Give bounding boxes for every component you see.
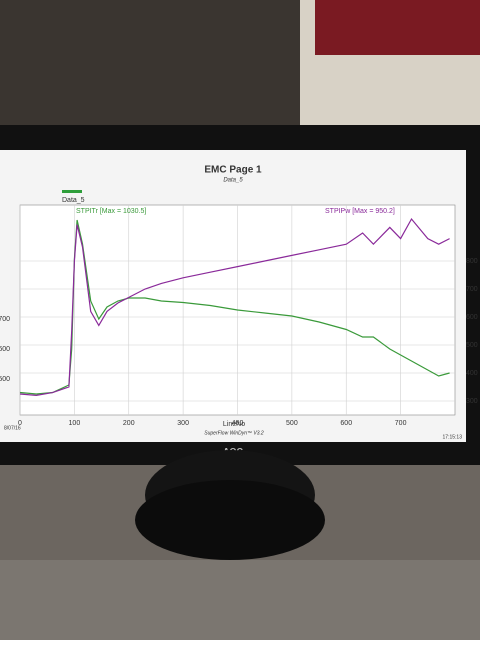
x-tick-label: 400 <box>232 420 244 427</box>
y2-tick-label: 300 <box>466 398 478 405</box>
y2-tick-label: 600 <box>466 314 478 321</box>
y2-tick-label: 700 <box>466 286 478 293</box>
y-tick-label: 600 <box>0 346 10 353</box>
red-panel <box>315 0 480 55</box>
data-line <box>19 217 450 397</box>
footer: SuperFlow WinDyn™ V3.2 <box>204 430 264 436</box>
x-tick-label: 500 <box>286 420 298 427</box>
y-tick-label: 500 <box>0 376 10 383</box>
x-tick-label: 0 <box>18 420 22 427</box>
date: 8/07/16 <box>4 425 21 431</box>
y2-tick-label: 800 <box>466 258 478 265</box>
y-tick-label: 700 <box>0 316 10 323</box>
chart-subtitle: Data_5 <box>223 178 243 184</box>
x-tick-label: 700 <box>395 420 407 427</box>
x-axis-label: LineNo <box>223 421 245 428</box>
window <box>0 0 300 130</box>
stand-base <box>135 480 325 560</box>
x-tick-label: 200 <box>123 420 135 427</box>
y2-tick-label: 500 <box>466 342 478 349</box>
legend-title: Data_5 <box>62 197 85 204</box>
legend-swatch <box>62 190 82 193</box>
x-tick-label: 600 <box>340 420 352 427</box>
chart-title: EMC Page 1 <box>204 165 262 176</box>
y2-tick-label: 400 <box>466 370 478 377</box>
series-label: STPIPw [Max = 950.2] <box>325 208 395 215</box>
x-tick-label: 300 <box>177 420 189 427</box>
x-tick-label: 100 <box>69 420 81 427</box>
desk <box>0 560 480 640</box>
time: 17:15:13 <box>443 434 463 440</box>
series-label: STPITr [Max = 1030.5] <box>76 208 146 215</box>
